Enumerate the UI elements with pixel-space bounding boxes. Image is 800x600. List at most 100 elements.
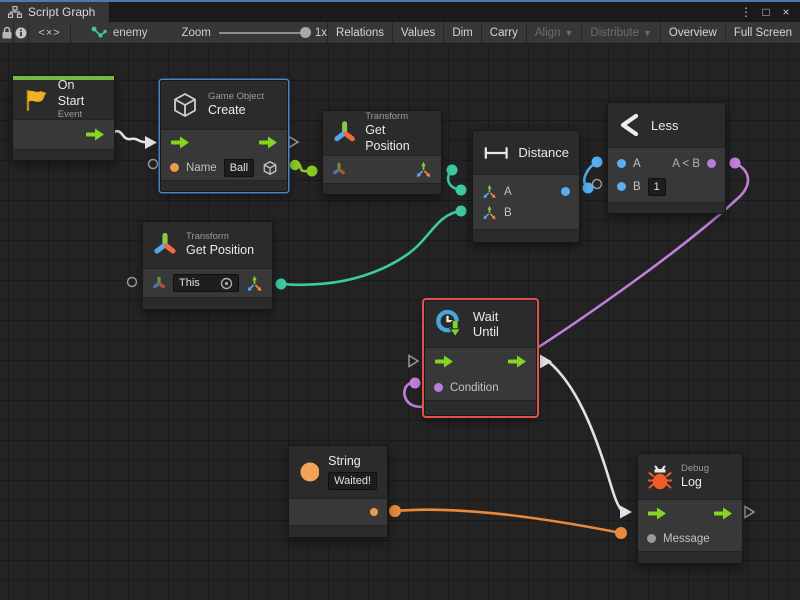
flow-output-port[interactable] bbox=[85, 128, 105, 141]
object-picker-icon[interactable] bbox=[220, 277, 233, 290]
node-debug-log[interactable]: Debug Log Message bbox=[637, 453, 743, 564]
zoom-value: 1x bbox=[315, 27, 327, 39]
node-get-position-bottom[interactable]: Transform Get Position This bbox=[142, 221, 273, 310]
less-input-port-b[interactable] bbox=[617, 182, 626, 191]
port-label: B bbox=[504, 207, 512, 219]
wire-value-getposition-distance-b[interactable] bbox=[281, 211, 461, 285]
node-type-label: Transform bbox=[186, 231, 254, 243]
flow-input-port[interactable] bbox=[434, 355, 454, 368]
node-footer bbox=[323, 184, 441, 194]
port-ring bbox=[593, 180, 602, 189]
flag-icon bbox=[23, 88, 49, 112]
close-icon[interactable]: × bbox=[778, 5, 794, 19]
toolbar-button-relations[interactable]: Relations bbox=[327, 22, 392, 43]
wire-dot bbox=[276, 279, 287, 290]
maximize-icon[interactable]: □ bbox=[758, 5, 774, 19]
toolbar-button-fullscreen[interactable]: Full Screen bbox=[725, 22, 800, 43]
toolbar-button-values[interactable]: Values bbox=[392, 22, 443, 43]
vector3-output-port[interactable] bbox=[246, 275, 263, 292]
wire-dot bbox=[615, 527, 627, 539]
empty-port-circle[interactable] bbox=[149, 160, 158, 169]
node-get-position-top[interactable]: Transform Get Position bbox=[322, 110, 442, 195]
node-title: Less bbox=[651, 118, 678, 133]
node-header: Distance bbox=[473, 131, 579, 174]
chevron-down-icon: ▼ bbox=[643, 28, 652, 38]
info-button[interactable] bbox=[14, 22, 29, 43]
node-title: Wait Until bbox=[473, 309, 526, 339]
node-wait-until[interactable]: Wait Until Condition bbox=[424, 300, 537, 416]
empty-flow-triangle[interactable] bbox=[289, 137, 298, 148]
port-label: Condition bbox=[450, 382, 499, 394]
distance-output-port[interactable] bbox=[561, 187, 570, 196]
flow-input-port[interactable] bbox=[170, 136, 190, 149]
node-less[interactable]: Less A A < B B 1 bbox=[607, 102, 726, 214]
transform-icon bbox=[333, 120, 356, 146]
message-input-port[interactable] bbox=[647, 534, 656, 543]
empty-flow-triangle[interactable] bbox=[409, 356, 418, 367]
port-label: Name bbox=[186, 162, 217, 174]
flow-output-port[interactable] bbox=[713, 507, 733, 520]
graph-canvas[interactable]: On Start Event Game Object bbox=[0, 44, 800, 600]
port-label: Message bbox=[663, 533, 710, 545]
empty-flow-triangle[interactable] bbox=[745, 507, 754, 518]
node-title: Create bbox=[208, 103, 264, 119]
target-field[interactable]: This bbox=[173, 274, 239, 292]
node-title: Get Position bbox=[365, 123, 431, 154]
graph-breadcrumb[interactable]: enemy bbox=[91, 22, 148, 43]
node-header: Transform Get Position bbox=[323, 111, 441, 155]
flow-input-port[interactable] bbox=[647, 507, 667, 520]
node-title: Distance bbox=[518, 145, 569, 160]
toolbar-button-align[interactable]: Align▼ bbox=[526, 22, 582, 43]
value-input-port-name[interactable] bbox=[170, 163, 179, 172]
toolbar-button-dim[interactable]: Dim bbox=[443, 22, 480, 43]
node-on-start-event[interactable]: On Start Event bbox=[12, 75, 115, 161]
empty-port-circle[interactable] bbox=[128, 278, 137, 287]
vector3-output-port[interactable] bbox=[415, 161, 432, 178]
node-type-label: Game Object bbox=[208, 91, 264, 103]
toolbar-button-overview[interactable]: Overview bbox=[660, 22, 725, 43]
string-value-field[interactable]: Waited! bbox=[328, 472, 377, 490]
string-output-port[interactable] bbox=[370, 508, 378, 516]
code-view-button[interactable]: <×> bbox=[29, 22, 71, 43]
vector3-input-port-a[interactable] bbox=[482, 184, 497, 199]
less-input-port-a[interactable] bbox=[617, 159, 626, 168]
node-distance[interactable]: Distance A bbox=[472, 130, 580, 243]
node-string-literal[interactable]: String Waited! bbox=[288, 445, 388, 538]
tab-script-graph[interactable]: Script Graph bbox=[0, 2, 109, 22]
wire-arrowhead bbox=[620, 506, 632, 519]
game-object-output-port[interactable] bbox=[262, 160, 278, 176]
name-value-field[interactable]: Ball bbox=[224, 159, 254, 177]
node-header: String Waited! bbox=[289, 446, 387, 498]
window-controls: ⋮ □ × bbox=[738, 2, 800, 22]
node-create-game-object[interactable]: Game Object Create Name Ball bbox=[160, 80, 288, 192]
lock-icon bbox=[1, 26, 13, 39]
node-footer bbox=[425, 401, 536, 415]
transform-input-port[interactable] bbox=[152, 276, 166, 291]
wire-dot bbox=[290, 160, 300, 170]
wire-dot bbox=[456, 185, 467, 196]
titlebar: Script Graph ⋮ □ × bbox=[0, 0, 800, 22]
vector3-input-port-b[interactable] bbox=[482, 205, 497, 220]
wire-flow-waituntil-debuglog[interactable] bbox=[549, 362, 622, 511]
less-output-port[interactable] bbox=[707, 159, 716, 168]
flow-output-port[interactable] bbox=[258, 136, 278, 149]
target-value: This bbox=[179, 276, 200, 290]
b-value-field[interactable]: 1 bbox=[648, 178, 666, 196]
node-header: Transform Get Position bbox=[143, 222, 272, 268]
transform-input-port[interactable] bbox=[332, 162, 346, 177]
node-header: On Start Event bbox=[13, 80, 114, 119]
toolbar-right-group: Relations Values Dim Carry Align▼ Distri… bbox=[327, 22, 800, 43]
flow-output-port[interactable] bbox=[507, 355, 527, 368]
menu-icon[interactable]: ⋮ bbox=[738, 5, 754, 19]
distance-icon bbox=[483, 146, 509, 160]
condition-input-port[interactable] bbox=[434, 383, 443, 392]
wire-flow-onstart-create[interactable] bbox=[114, 131, 146, 142]
node-header: Debug Log bbox=[638, 454, 742, 499]
result-label: A < B bbox=[672, 158, 700, 170]
zoom-slider-knob[interactable] bbox=[300, 27, 311, 38]
wire-value-string-debuglog[interactable] bbox=[395, 510, 621, 533]
lock-button[interactable] bbox=[0, 22, 14, 43]
toolbar-button-carry[interactable]: Carry bbox=[481, 22, 526, 43]
zoom-slider[interactable] bbox=[219, 32, 307, 34]
toolbar-button-distribute[interactable]: Distribute▼ bbox=[581, 22, 660, 43]
